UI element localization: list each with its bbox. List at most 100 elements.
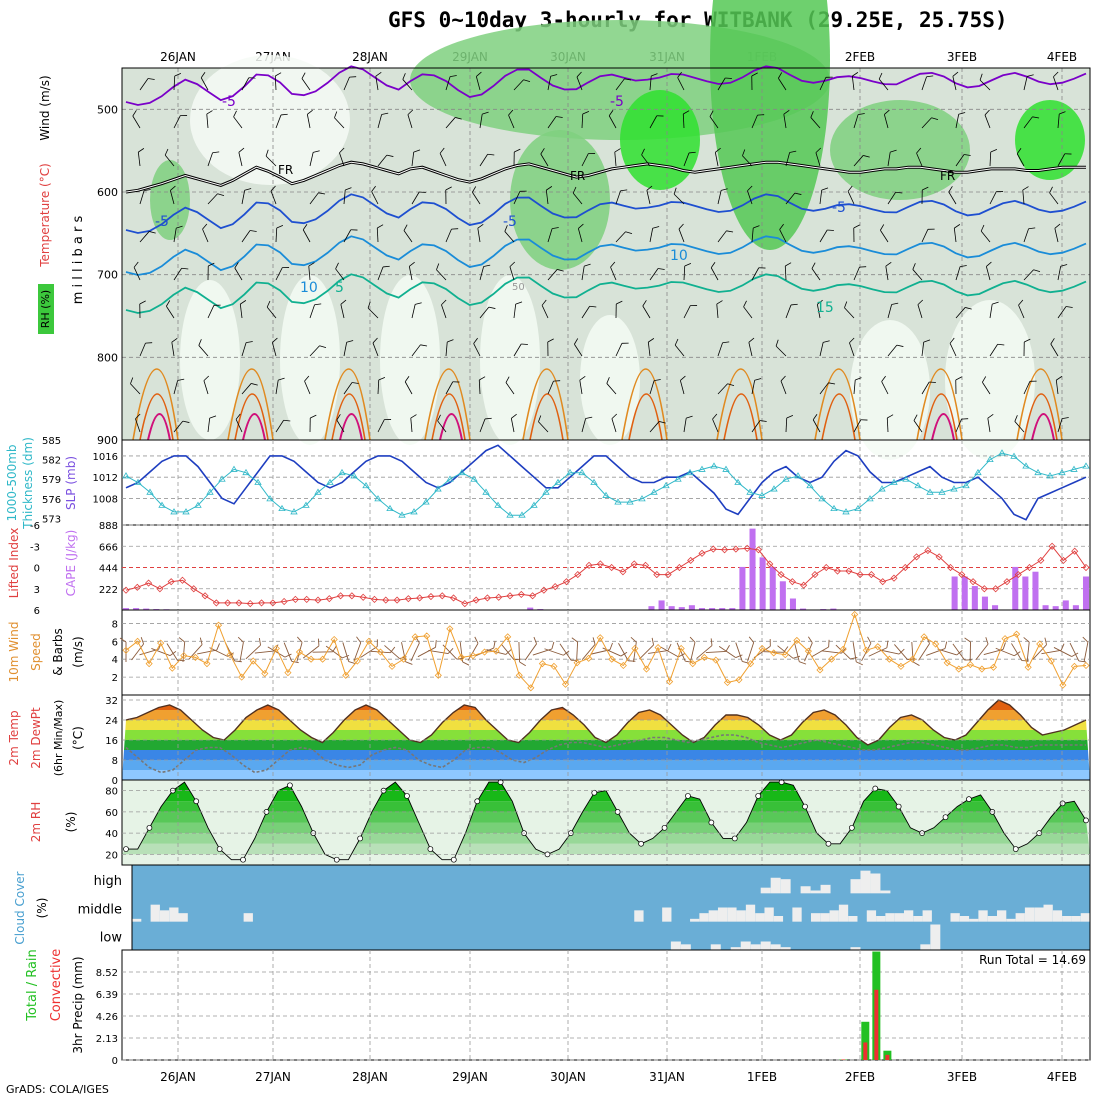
wind-barb	[751, 420, 767, 433]
wind-barb	[302, 223, 311, 243]
wind-barb	[709, 110, 719, 129]
wind-barb-shaft	[1023, 381, 1031, 395]
wind-barb	[402, 73, 413, 91]
surface-wind-barb-flag	[748, 636, 755, 643]
temp-contour-25	[139, 393, 174, 441]
wind-barb-shaft	[1016, 153, 1025, 167]
cloud-middle-bar	[699, 913, 709, 922]
cloud-middle-bar	[1071, 916, 1081, 922]
wind-barb	[887, 302, 899, 319]
surface-wind-barb-flag	[1002, 642, 1006, 650]
surface-wind-barb-flag	[985, 637, 989, 645]
wind-barb-flag	[451, 228, 459, 230]
thickness-point	[686, 468, 694, 476]
temp-contour-20	[916, 368, 963, 441]
wind-barb-shaft	[887, 304, 893, 319]
wind-barb-shaft	[472, 192, 481, 205]
surface-wind-barb-flag	[964, 637, 971, 643]
wind-barb-flag	[576, 71, 582, 78]
wind-barb	[921, 117, 939, 129]
surface-wind-barb-flag	[119, 637, 127, 643]
surface-wind-point	[689, 660, 697, 668]
temp-contour-15	[125, 273, 1087, 314]
wind-barb-flag	[648, 338, 655, 343]
surface-wind-barb-flag	[609, 642, 613, 650]
surface-wind-point	[492, 647, 500, 655]
surface-wind-barb-flag	[342, 654, 350, 659]
surface-wind-barb	[735, 642, 750, 664]
cape-bar	[1052, 606, 1059, 610]
lifted-index-point	[833, 567, 842, 575]
cape-tick-label: 222	[99, 585, 118, 596]
wind-barb-shaft	[1057, 266, 1062, 281]
wind-barb-flag	[757, 114, 765, 116]
rh-tick-label: 80	[105, 787, 118, 798]
surface-wind-barb	[296, 636, 303, 662]
wind-barb-shaft	[748, 342, 753, 357]
wind-barb-flag	[1049, 186, 1053, 193]
wind-barb-shaft	[811, 268, 821, 281]
wind-barb-shaft	[266, 306, 277, 319]
wind-barb-shaft	[785, 192, 796, 205]
wind-barb-flag	[585, 416, 593, 419]
cloud-high-bar	[810, 890, 821, 894]
wind-barb-flag	[958, 112, 966, 115]
wind-barb-shaft	[439, 153, 447, 167]
temp-contour-30	[339, 413, 363, 441]
wind-barb	[206, 110, 213, 129]
wind-barb-shaft	[547, 116, 557, 129]
wind-barb	[173, 378, 185, 395]
thickness-point	[818, 495, 826, 502]
wind-barb-shaft	[989, 344, 998, 357]
wind-barb	[885, 261, 892, 281]
wind-barb	[784, 262, 792, 281]
surface-wind-barb	[410, 636, 420, 662]
wind-barb	[133, 261, 141, 281]
cape-bar	[739, 566, 746, 610]
wind-barb	[779, 223, 787, 243]
wind-barb-flag	[266, 300, 271, 308]
wind-barb-flag	[642, 300, 647, 307]
cloud-high-bar	[850, 879, 861, 894]
surface-wind-barb	[879, 648, 905, 655]
day-label-bottom: 31JAN	[649, 1070, 685, 1084]
temp-band	[122, 750, 1090, 760]
surface-wind-axis-label-4: (m/s)	[71, 636, 85, 667]
wind-barb-flag	[555, 116, 563, 118]
surface-wind-point	[249, 657, 257, 665]
surface-wind-barb-shaft	[1011, 643, 1023, 661]
minmax-axis-label: (6hr Min/Max)	[52, 700, 65, 777]
wind-barb-flag	[346, 340, 354, 343]
thickness-tick-label: 576	[42, 495, 61, 506]
temp-contour-20	[1016, 368, 1063, 441]
rh-point	[1083, 817, 1089, 824]
wind-barb-flag	[553, 380, 561, 382]
rh-point	[755, 793, 762, 799]
wind-barb-shaft	[306, 114, 311, 129]
thickness-point	[494, 501, 502, 508]
temperature-contour-label: 5	[335, 280, 344, 296]
wind-barb-flag	[828, 382, 836, 385]
wind-barb	[139, 189, 151, 205]
rh-point	[942, 814, 949, 821]
cape-bar	[759, 557, 766, 610]
surface-wind-point	[700, 653, 708, 661]
wind-barb	[1014, 415, 1025, 433]
wind-barb	[819, 382, 836, 395]
surface-wind-point	[723, 678, 732, 687]
surface-wind-barb-flag	[799, 661, 807, 665]
wind-barb	[445, 381, 460, 395]
wind-barb-shaft	[173, 75, 176, 91]
lifted-index-point	[122, 586, 130, 594]
wind-barb-shaft	[717, 342, 723, 357]
wind-barb-shaft	[608, 115, 617, 129]
cape-bar	[729, 608, 736, 610]
wind-barb	[271, 337, 278, 357]
surface-wind-barb	[918, 636, 930, 661]
lifted-index-point	[235, 599, 243, 607]
wind-barb-flag	[182, 420, 190, 423]
wind-barb-shaft	[880, 230, 889, 243]
rh-point	[661, 824, 668, 831]
surface-wind-barb	[705, 645, 730, 653]
wind-barb-flag	[579, 375, 586, 381]
